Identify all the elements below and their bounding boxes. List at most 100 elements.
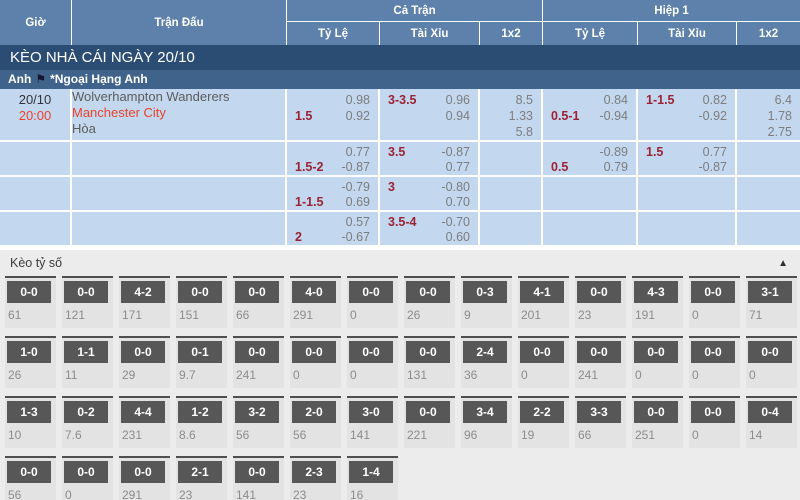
odds-value[interactable]: 0.70 — [445, 195, 470, 209]
ft-1x2-cell[interactable]: 8.5 1.33 5.8 — [480, 89, 543, 142]
score-odds-cell[interactable]: 4-4 231 — [119, 396, 170, 448]
h1-1x2-cell[interactable]: 6.4 1.78 2.75 — [737, 89, 800, 142]
score-odds-cell[interactable]: 0-0 241 — [233, 336, 284, 388]
score-odds-cell[interactable]: 1-0 26 — [5, 336, 56, 388]
score-odds-cell[interactable]: 3-0 141 — [347, 396, 398, 448]
score-odds-cell[interactable]: 4-2 171 — [119, 276, 170, 328]
score-odds-cell[interactable]: 1-3 10 — [5, 396, 56, 448]
score-odds-cell[interactable]: 2-4 36 — [461, 336, 512, 388]
h1-handicap-cell[interactable]: 0.84 0.5-1 -0.94 — [543, 89, 638, 142]
odds-value[interactable]: -0.80 — [441, 180, 471, 194]
ft-overunder-cell[interactable]: 3.5-4 -0.70 0.60 — [380, 212, 480, 247]
odds-value[interactable]: 0.98 — [345, 93, 370, 107]
odds-value[interactable]: 5.8 — [515, 125, 533, 139]
league-bar[interactable]: Anh ⚑ *Ngoại Hạng Anh — [0, 70, 800, 89]
correct-score-header[interactable]: Kèo tỷ số ▲ — [0, 250, 800, 276]
odds-value[interactable]: 2.75 — [767, 125, 792, 139]
ft-handicap-cell[interactable]: 0.77 1.5-2 -0.87 — [287, 142, 380, 177]
score-odds-cell[interactable]: 0-0 0 — [290, 336, 341, 388]
score-odds-cell[interactable]: 0-0 151 — [176, 276, 227, 328]
score-odds-cell[interactable]: 0-0 0 — [518, 336, 569, 388]
score-odds-cell[interactable]: 2-0 56 — [290, 396, 341, 448]
score-odds-cell[interactable]: 0-0 251 — [632, 396, 683, 448]
odds-value[interactable]: -0.67 — [341, 230, 371, 244]
odds-value[interactable]: 0.94 — [445, 109, 470, 123]
odds-value[interactable]: 0.79 — [603, 160, 628, 174]
score-odds-cell[interactable]: 0-4 14 — [746, 396, 797, 448]
score-odds-cell[interactable]: 2-3 23 — [290, 456, 341, 500]
odds-value[interactable]: 0.84 — [603, 93, 628, 107]
score-odds-cell[interactable]: 4-0 291 — [290, 276, 341, 328]
odds-value[interactable]: 0.57 — [345, 215, 370, 229]
score-odds-cell[interactable]: 2-2 19 — [518, 396, 569, 448]
score-odds-cell[interactable]: 0-0 29 — [119, 336, 170, 388]
odds-value[interactable]: -0.70 — [441, 215, 471, 229]
score-odds-cell[interactable]: 0-0 26 — [404, 276, 455, 328]
h1-overunder-cell[interactable]: 1.5 0.77 -0.87 — [638, 142, 737, 177]
odds-value[interactable]: -0.87 — [441, 145, 471, 159]
ft-overunder-cell[interactable]: 3.5 -0.87 0.77 — [380, 142, 480, 177]
odds-value[interactable]: -0.87 — [698, 160, 728, 174]
odds-value[interactable]: 1.33 — [508, 109, 533, 123]
score-odds-cell[interactable]: 0-0 0 — [689, 276, 740, 328]
odds-value[interactable]: 8.5 — [515, 93, 533, 107]
odds-value[interactable]: 0.77 — [345, 145, 370, 159]
score-odds-cell[interactable]: 0-2 7.6 — [62, 396, 113, 448]
score-odds-cell[interactable]: 0-0 0 — [347, 276, 398, 328]
odds-value[interactable]: 1.78 — [767, 109, 792, 123]
ft-handicap-cell[interactable]: 0.98 1.5 0.92 — [287, 89, 380, 142]
odds-value[interactable]: -0.87 — [341, 160, 371, 174]
score-odds-cell[interactable]: 0-0 0 — [689, 396, 740, 448]
score-odds-cell[interactable]: 0-0 141 — [233, 456, 284, 500]
score-odds-cell[interactable]: 3-3 66 — [575, 396, 626, 448]
score-odds-cell[interactable]: 4-3 191 — [632, 276, 683, 328]
score-odds-cell[interactable]: 0-0 66 — [233, 276, 284, 328]
h1-handicap-cell[interactable]: -0.89 0.5 0.79 — [543, 142, 638, 177]
score-odds-value: 71 — [749, 308, 763, 322]
score-odds-cell[interactable]: 3-4 96 — [461, 396, 512, 448]
score-odds-cell[interactable]: 0-1 9.7 — [176, 336, 227, 388]
score-odds-cell[interactable]: 0-0 61 — [5, 276, 56, 328]
odds-value[interactable]: 6.4 — [774, 93, 792, 107]
ft-overunder-cell[interactable]: 3-3.5 0.96 0.94 — [380, 89, 480, 142]
score-odds-cell[interactable]: 3-2 56 — [233, 396, 284, 448]
score-odds-cell[interactable]: 0-0 0 — [689, 336, 740, 388]
odds-value[interactable]: -0.94 — [599, 109, 629, 123]
score-odds-cell[interactable]: 2-1 23 — [176, 456, 227, 500]
score-odds-cell[interactable]: 4-1 201 — [518, 276, 569, 328]
score-odds-cell[interactable]: 0-3 9 — [461, 276, 512, 328]
score-odds-cell[interactable]: 0-0 241 — [575, 336, 626, 388]
home-team[interactable]: Wolverhampton Wanderers — [72, 89, 230, 104]
score-odds-cell[interactable]: 1-1 11 — [62, 336, 113, 388]
odds-value[interactable]: 0.77 — [445, 160, 470, 174]
score-odds-cell[interactable]: 1-4 16 — [347, 456, 398, 500]
collapse-arrow-icon[interactable]: ▲ — [778, 257, 788, 269]
score-odds-cell[interactable]: 0-0 0 — [632, 336, 683, 388]
ft-overunder-cell[interactable]: 3 -0.80 0.70 — [380, 177, 480, 212]
h1-overunder-cell[interactable]: 1-1.5 0.82 -0.92 — [638, 89, 737, 142]
odds-value[interactable]: 0.82 — [702, 93, 727, 107]
odds-value[interactable]: 0.60 — [445, 230, 470, 244]
score-odds-cell[interactable]: 0-0 0 — [746, 336, 797, 388]
odds-value[interactable]: 0.77 — [702, 145, 727, 159]
score-odds-cell[interactable]: 3-1 71 — [746, 276, 797, 328]
match-teams-cell[interactable]: Wolverhampton Wanderers Manchester City … — [72, 89, 287, 142]
score-odds-cell[interactable]: 0-0 131 — [404, 336, 455, 388]
score-odds-cell[interactable]: 0-0 56 — [5, 456, 56, 500]
ft-handicap-cell[interactable]: 0.57 2 -0.67 — [287, 212, 380, 247]
score-odds-cell[interactable]: 1-2 8.6 — [176, 396, 227, 448]
odds-value[interactable]: -0.89 — [599, 145, 629, 159]
odds-value[interactable]: -0.92 — [698, 109, 728, 123]
away-team[interactable]: Manchester City — [72, 105, 166, 120]
score-odds-cell[interactable]: 0-0 0 — [347, 336, 398, 388]
score-odds-cell[interactable]: 0-0 23 — [575, 276, 626, 328]
odds-value[interactable]: 0.92 — [345, 109, 370, 123]
score-odds-cell[interactable]: 0-0 0 — [62, 456, 113, 500]
odds-value[interactable]: -0.79 — [341, 180, 371, 194]
odds-value[interactable]: 0.69 — [345, 195, 370, 209]
odds-value[interactable]: 0.96 — [445, 93, 470, 107]
score-odds-cell[interactable]: 0-0 221 — [404, 396, 455, 448]
score-odds-cell[interactable]: 0-0 121 — [62, 276, 113, 328]
ft-handicap-cell[interactable]: -0.79 1-1.5 0.69 — [287, 177, 380, 212]
score-odds-cell[interactable]: 0-0 291 — [119, 456, 170, 500]
